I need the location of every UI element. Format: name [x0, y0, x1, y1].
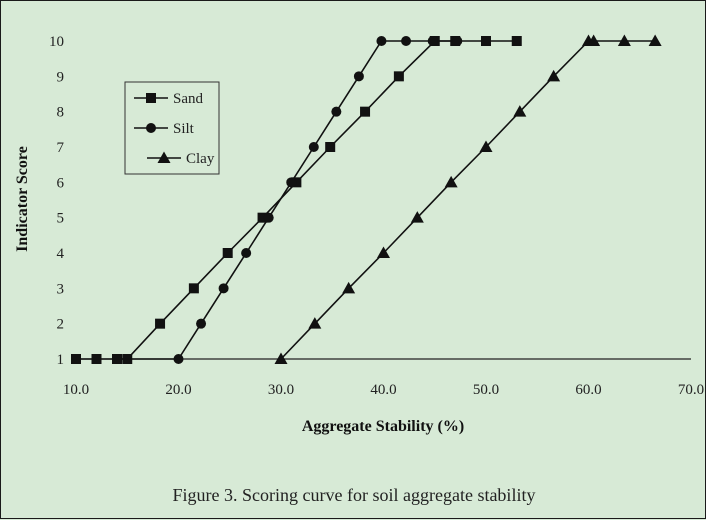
sand-point: [481, 36, 491, 46]
silt-line: [117, 40, 458, 360]
sand-line: [76, 40, 517, 360]
sand-point: [257, 212, 268, 223]
clay-point: [617, 34, 631, 46]
series-silt: [112, 36, 463, 364]
y-tick-label: 4: [57, 246, 65, 262]
series-clay: [274, 34, 662, 364]
tick-labels: 10.0 20.0 30.0 40.0 50.0 60.0 70.0 1 2 3 4 5 6 7 8 9 10: [49, 34, 704, 398]
sand-point: [188, 283, 199, 294]
y-tick-label: 1: [57, 352, 65, 368]
silt-point: [452, 36, 463, 46]
x-tick-label: 30.0: [268, 382, 294, 398]
x-tick-label: 40.0: [370, 382, 396, 398]
clay-point: [648, 34, 662, 46]
sand-point: [325, 142, 336, 152]
sand-point: [511, 36, 522, 46]
sand-point: [291, 177, 302, 188]
x-tick-label: 60.0: [575, 382, 601, 398]
x-tick-label: 70.0: [678, 382, 704, 398]
figure-caption: Figure 3. Scoring curve for soil aggrega…: [172, 485, 536, 505]
silt-point: [308, 142, 319, 152]
silt-point: [331, 106, 342, 117]
series-sand: [71, 36, 522, 364]
y-tick-label: 5: [57, 211, 65, 227]
y-axis-title: Indicator Score: [14, 146, 31, 252]
legend: Sand Silt Clay: [124, 81, 220, 175]
y-tick-label: 8: [57, 105, 65, 121]
legend-marker-sand: [146, 93, 156, 103]
sand-point: [360, 106, 371, 117]
legend-marker-silt: [146, 123, 156, 133]
clay-point: [274, 352, 288, 364]
sand-point: [155, 318, 166, 329]
x-tick-label: 10.0: [63, 382, 89, 398]
y-tick-label: 2: [57, 317, 65, 333]
silt-point: [286, 177, 297, 188]
y-tick-label: 6: [57, 175, 65, 191]
silt-point: [196, 318, 207, 329]
silt-point: [263, 212, 274, 223]
sand-point: [222, 248, 233, 258]
series: [71, 34, 662, 364]
silt-point: [427, 36, 438, 46]
clay-point: [410, 211, 424, 223]
clay-point: [342, 281, 356, 294]
silt-point: [112, 354, 122, 364]
clay-point: [444, 175, 458, 188]
sand-point: [91, 354, 102, 364]
clay-line: [280, 40, 656, 360]
x-axis-title: Aggregate Stability (%): [302, 418, 464, 435]
clay-point: [308, 317, 322, 329]
legend-label-clay: Clay: [186, 151, 215, 167]
silt-point: [401, 36, 412, 46]
y-tick-label: 3: [57, 281, 65, 297]
clay-point: [547, 69, 561, 82]
clay-point: [377, 246, 390, 258]
legend-marker-clay: [157, 151, 171, 163]
sand-point: [71, 354, 81, 364]
y-tick-label: 10: [49, 34, 64, 50]
legend-box: [124, 81, 220, 175]
y-tick-label: 9: [57, 69, 65, 85]
silt-point: [376, 36, 387, 46]
silt-point: [353, 71, 364, 82]
silt-point: [173, 354, 184, 364]
sand-point: [393, 71, 404, 82]
x-tick-label: 50.0: [473, 382, 499, 398]
silt-point: [218, 283, 229, 294]
clay-point: [587, 34, 601, 46]
clay-point: [513, 105, 527, 117]
clay-point: [479, 140, 493, 152]
x-tick-label: 20.0: [165, 382, 191, 398]
y-tick-label: 7: [57, 140, 65, 156]
legend-label-silt: Silt: [173, 121, 195, 137]
silt-point: [241, 248, 252, 258]
legend-label-sand: Sand: [173, 91, 204, 107]
